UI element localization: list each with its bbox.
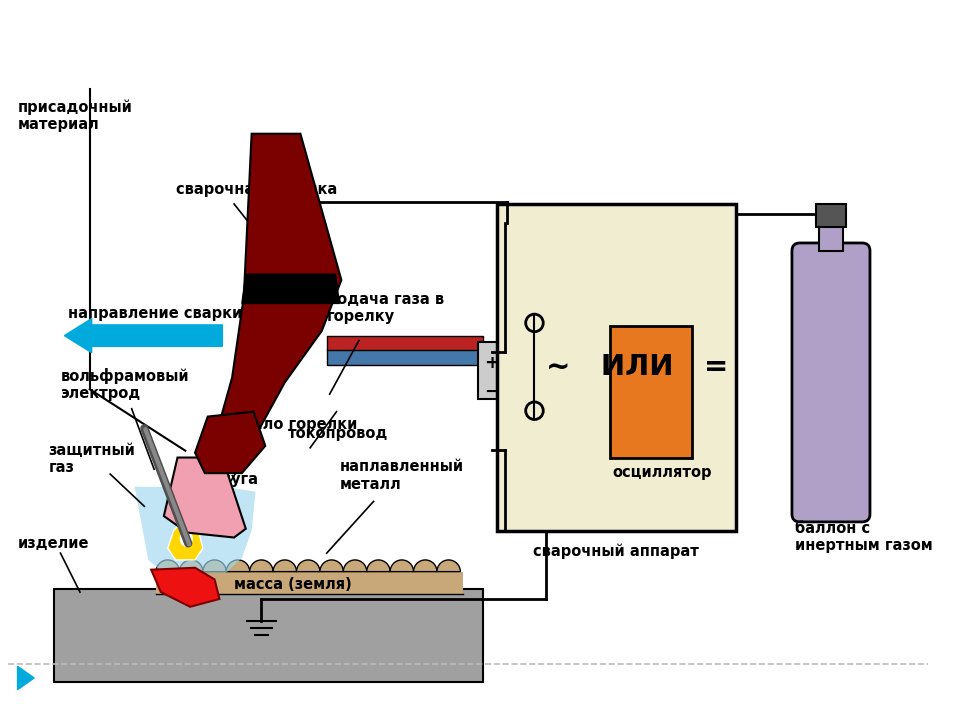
Polygon shape: [168, 518, 203, 560]
Polygon shape: [242, 274, 340, 303]
Text: направление сварки: направление сварки: [68, 306, 243, 321]
Bar: [819, 222, 843, 251]
Bar: [497, 204, 736, 531]
Wedge shape: [250, 560, 273, 572]
Text: защитный
газ: защитный газ: [49, 443, 135, 475]
Bar: [610, 326, 692, 457]
Text: масса (земля): масса (земля): [233, 577, 351, 592]
Bar: [326, 336, 483, 350]
Wedge shape: [437, 560, 461, 572]
Wedge shape: [180, 560, 203, 572]
Wedge shape: [414, 560, 437, 572]
Text: сварочный аппарат: сварочный аппарат: [534, 544, 699, 559]
Text: вольфрамовый
электрод: вольфрамовый электрод: [60, 368, 189, 401]
Bar: [54, 589, 483, 682]
Text: наплавленный
металл: наплавленный металл: [340, 459, 464, 492]
Ellipse shape: [180, 531, 192, 546]
Wedge shape: [344, 560, 367, 572]
Wedge shape: [390, 560, 414, 572]
Wedge shape: [367, 560, 390, 572]
Wedge shape: [273, 560, 297, 572]
FancyArrow shape: [64, 318, 223, 353]
Text: −: −: [484, 383, 499, 401]
Text: сопло горелки: сопло горелки: [234, 417, 357, 431]
Text: дуга: дуга: [220, 472, 258, 487]
Wedge shape: [297, 560, 320, 572]
Wedge shape: [227, 560, 250, 572]
Bar: [156, 572, 464, 594]
Wedge shape: [320, 560, 344, 572]
Bar: [478, 343, 505, 399]
Bar: [326, 349, 483, 365]
FancyBboxPatch shape: [792, 243, 870, 522]
Text: осциллятор: осциллятор: [612, 465, 712, 480]
Polygon shape: [164, 457, 246, 538]
Polygon shape: [151, 568, 220, 607]
Text: подача газа в
горелку: подача газа в горелку: [326, 292, 444, 324]
Polygon shape: [219, 134, 342, 446]
Wedge shape: [156, 560, 180, 572]
Text: сварочная горелка: сварочная горелка: [176, 182, 337, 197]
Text: баллон с
инертным газом: баллон с инертным газом: [795, 521, 932, 554]
Polygon shape: [195, 412, 265, 473]
Wedge shape: [203, 560, 227, 572]
Text: изделие: изделие: [17, 536, 89, 551]
Polygon shape: [134, 487, 255, 572]
FancyBboxPatch shape: [816, 204, 846, 228]
Text: присадочный
материал: присадочный материал: [17, 99, 132, 132]
Text: ~   ИЛИ   =: ~ ИЛИ =: [546, 353, 729, 381]
Polygon shape: [17, 666, 35, 690]
Text: +: +: [484, 354, 499, 372]
Text: токопровод: токопровод: [288, 426, 388, 441]
